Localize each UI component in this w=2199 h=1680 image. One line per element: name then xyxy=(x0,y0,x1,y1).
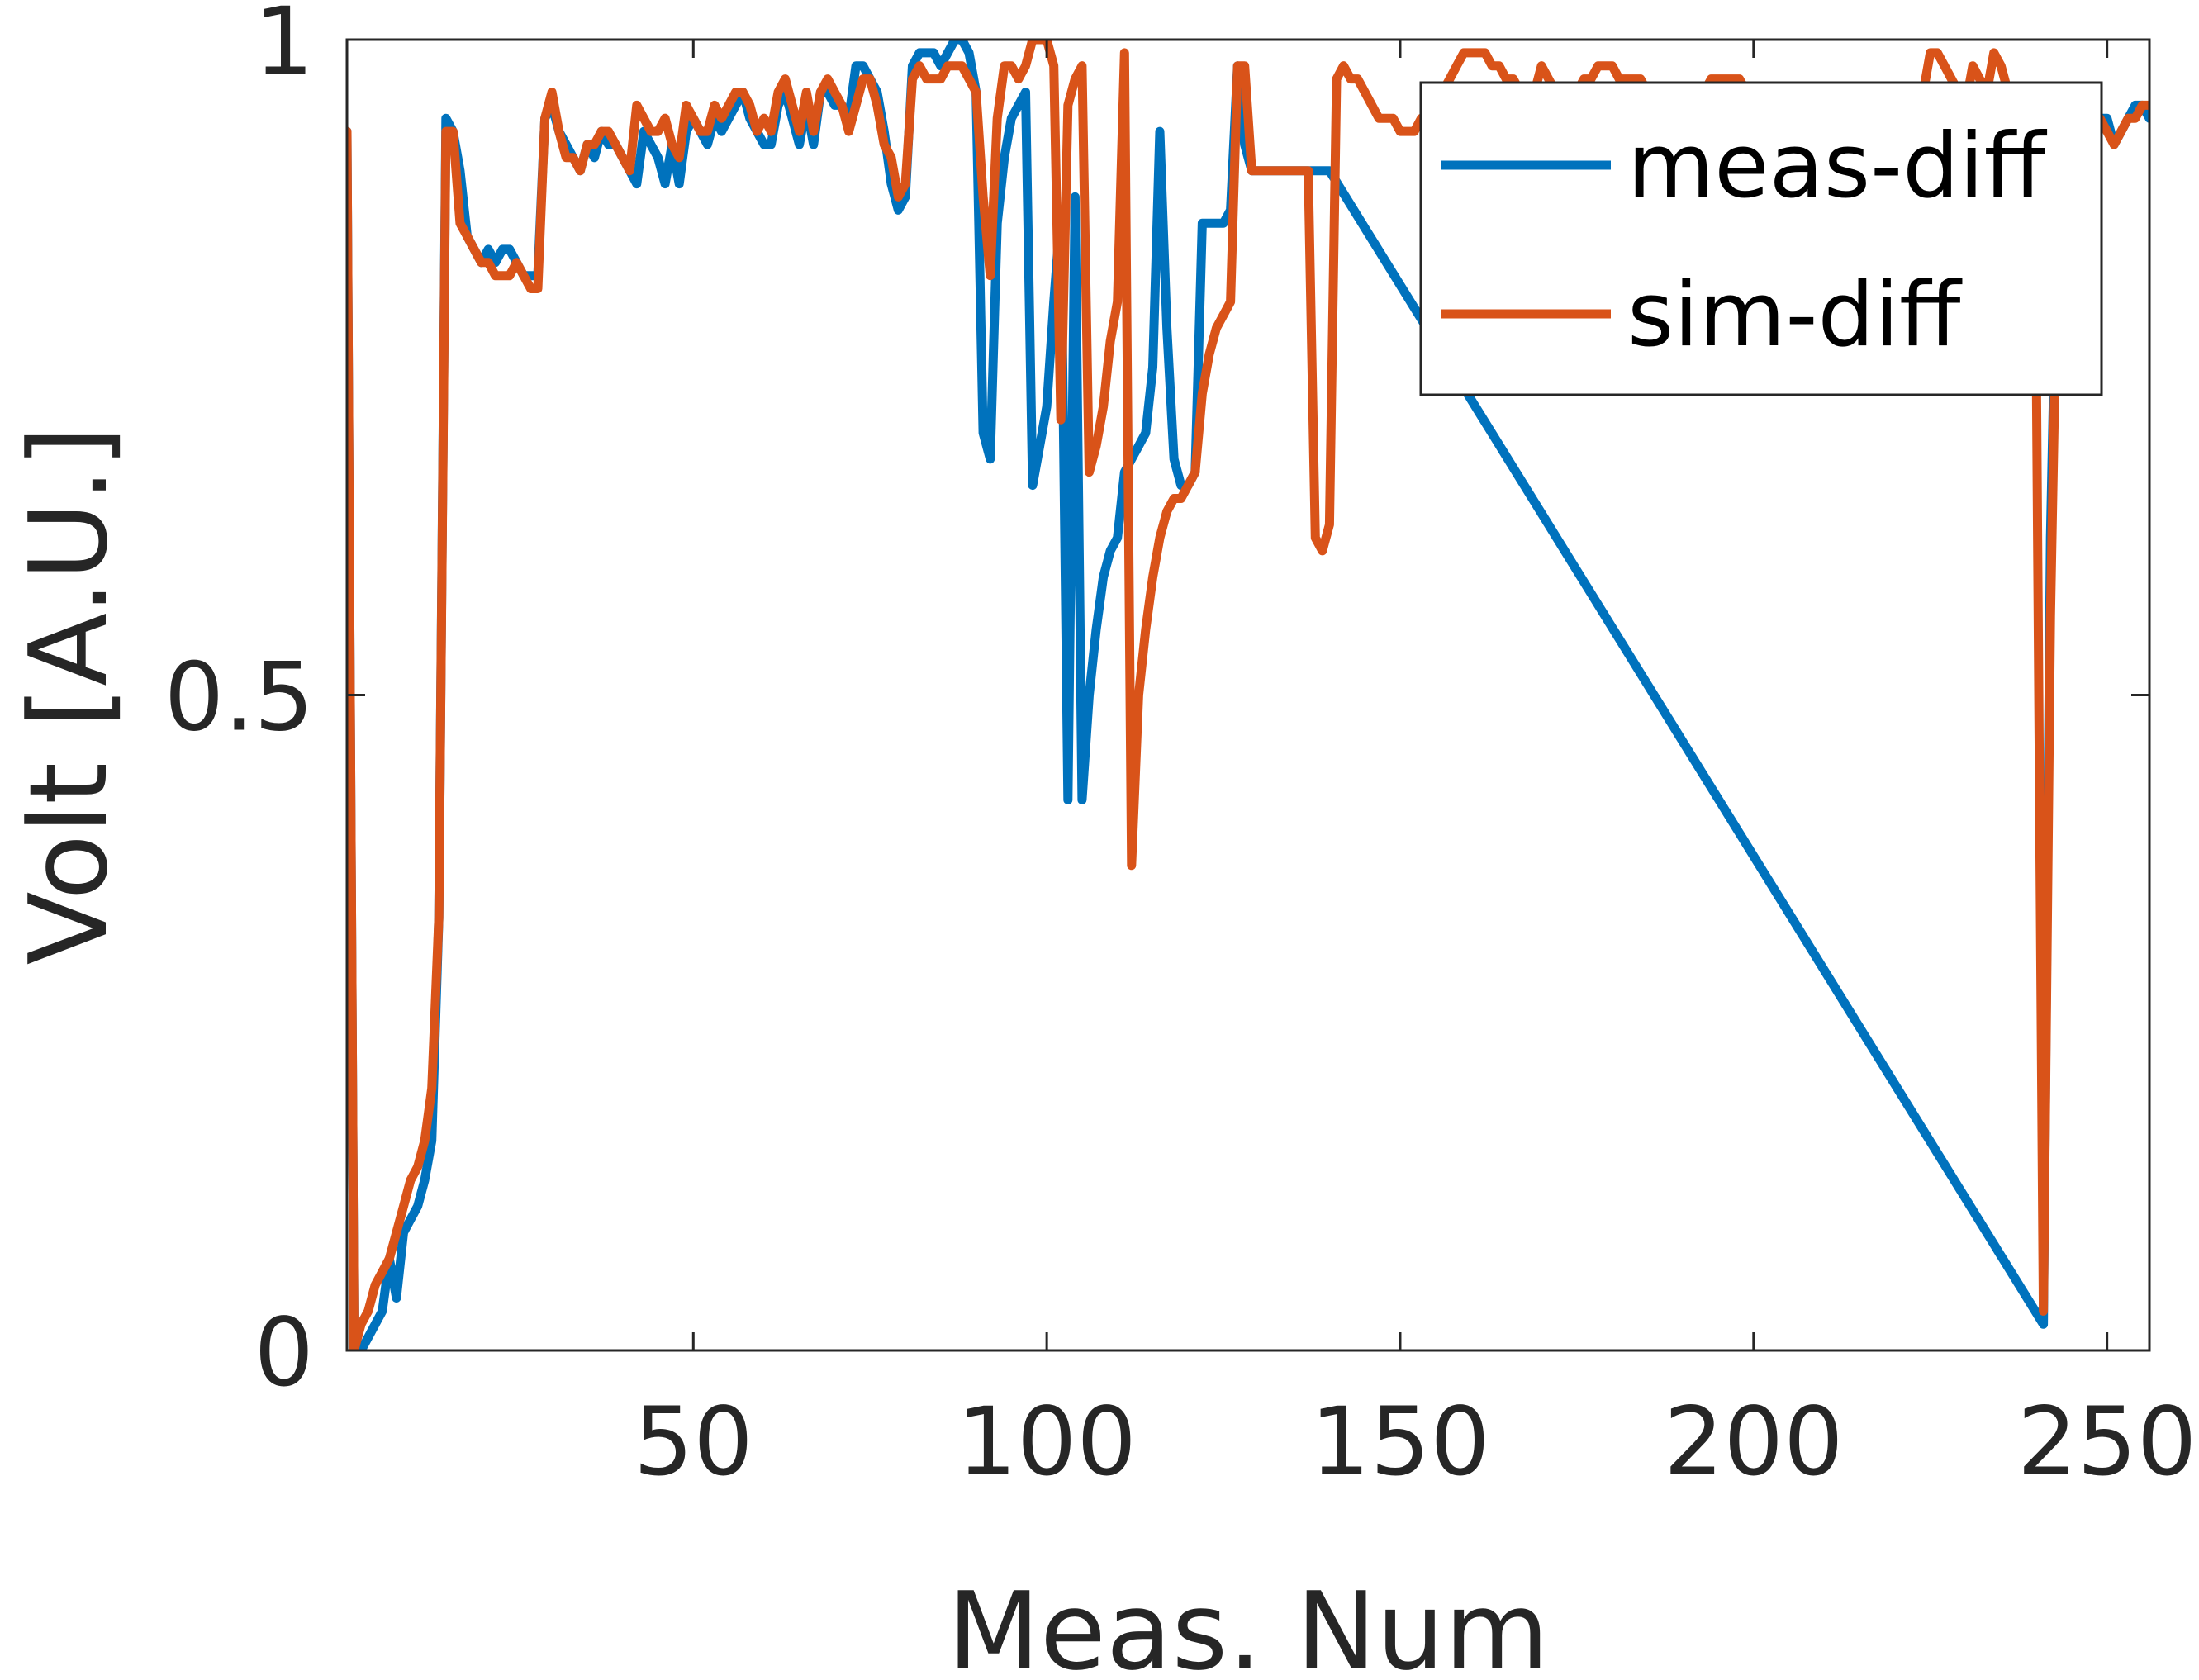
x-tick-label: 150 xyxy=(1310,1387,1490,1497)
y-tick-label: 0.5 xyxy=(164,643,314,752)
x-axis-title: Meas. Num xyxy=(948,1568,1549,1680)
y-tick-label: 0 xyxy=(254,1298,314,1407)
x-tick-label: 250 xyxy=(2017,1387,2197,1497)
y-tick-label: 1 xyxy=(254,0,314,97)
x-tick-label: 200 xyxy=(1664,1387,1844,1497)
x-tick-label: 50 xyxy=(634,1387,753,1497)
tick-layer: 50 100 150 200 250 0 0.5 1 xyxy=(164,0,2197,1497)
legend-box xyxy=(1419,81,2103,396)
legend-label-sim-diff: sim-diff xyxy=(1627,263,1963,367)
legend-label-meas-diff: meas-diff xyxy=(1627,115,2048,218)
legend: meas-diff sim-diff xyxy=(1419,81,2103,396)
y-axis-title: Volt [A.U.] xyxy=(6,426,131,966)
x-tick-label: 100 xyxy=(957,1387,1137,1497)
